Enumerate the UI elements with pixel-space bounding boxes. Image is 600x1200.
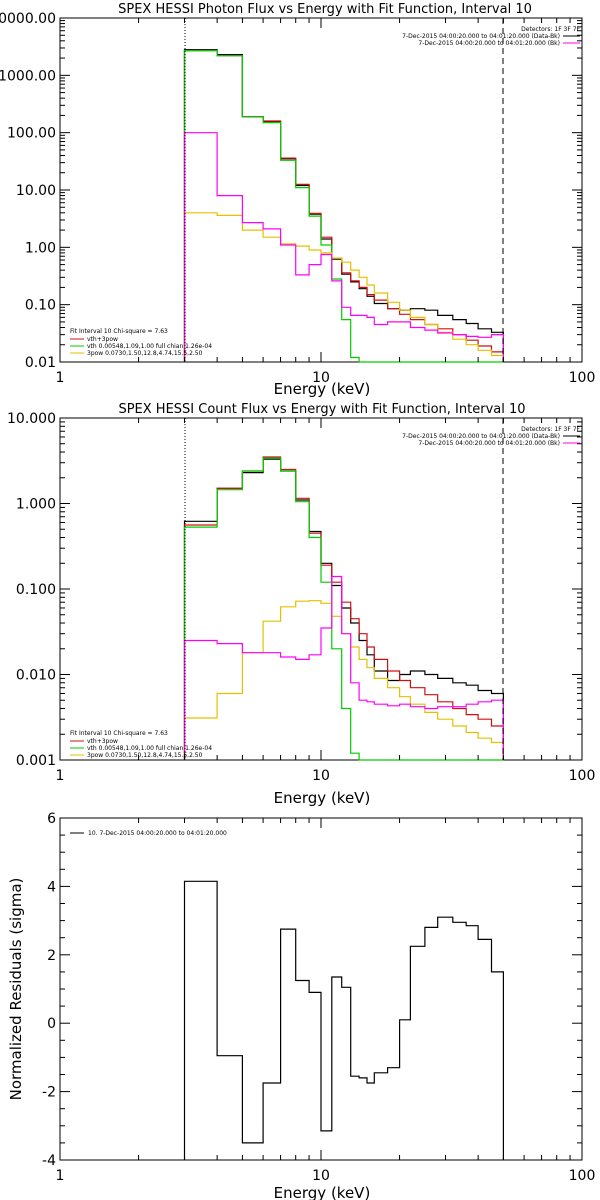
count-flux-legend-fit: Fit Interval 10 Chi-square = 7.63 vth+3p… <box>70 730 212 759</box>
residuals-y-tick-label: 2 <box>47 948 56 964</box>
photon-flux-series-4 <box>183 132 504 362</box>
photon-flux-y-tick-label: 100.00 <box>7 126 56 142</box>
photon-flux-y-tick-label: 0.10 <box>25 298 56 314</box>
count-flux-x-tick-label: 100 <box>569 768 596 784</box>
count-flux-legend-3pow: 3pow 0.0730,1.50,12.8,4.74,15.5,2.50 <box>87 752 203 759</box>
residuals-x-ticks: 1 10 100 <box>56 818 596 1184</box>
residuals-series <box>183 880 504 1160</box>
residuals-y-tick-label: 0 <box>47 1016 56 1032</box>
photon-flux-detectors-label: Detectors: 1F 3F 7F <box>521 26 580 33</box>
count-flux-x-tick-label: 10 <box>312 768 330 784</box>
count-flux-detectors-label: Detectors: 1F 3F 7F <box>521 426 580 433</box>
photon-flux-legend-total: vth+3pow <box>87 336 118 343</box>
residuals-y-tick-label: -2 <box>42 1085 56 1101</box>
count-flux-y-ticks: 0.001 0.010 0.100 1.000 10.000 <box>7 411 582 769</box>
count-flux-series-4 <box>183 575 504 760</box>
count-flux-y-tick-label: 1.000 <box>16 497 56 513</box>
photon-flux-legend-data-bk: 7-Dec-2015 04:00:20.000 to 04:01:20.000 … <box>402 33 560 40</box>
count-flux-series-1 <box>183 456 504 760</box>
photon-flux-title: SPEX HESSI Photon Flux vs Energy with Fi… <box>118 2 532 17</box>
count-flux-panel: SPEX HESSI Count Flux vs Energy with Fit… <box>7 402 595 807</box>
residuals-x-tick-label: 10 <box>312 1168 330 1184</box>
residuals-y-axis-label: Normalized Residuals (sigma) <box>7 878 25 1101</box>
photon-flux-x-axis-label: Energy (keV) <box>274 380 371 398</box>
residuals-series-0 <box>183 880 504 1160</box>
count-flux-legend-topright: Detectors: 1F 3F 7F 7-Dec-2015 04:00:20.… <box>402 426 580 447</box>
photon-flux-x-tick-label: 10 <box>312 370 330 386</box>
count-flux-x-tick-label: 1 <box>56 768 65 784</box>
photon-flux-y-tick-label: 10000.00 <box>0 11 56 27</box>
photon-flux-series-0 <box>183 49 504 362</box>
photon-flux-legend-bk: 7-Dec-2015 04:00:20.000 to 04:01:20.000 … <box>418 40 560 47</box>
residuals-y-ticks: -4 -2 0 2 4 6 <box>42 811 582 1169</box>
photon-flux-x-tick-label: 100 <box>569 370 596 386</box>
residuals-panel: -4 -2 0 2 4 6 1 10 100 Energy (keV) Normalized … <box>7 811 595 1200</box>
count-flux-y-tick-label: 10.000 <box>7 411 56 427</box>
residuals-x-axis-label: Energy (keV) <box>274 1184 371 1200</box>
count-flux-x-ticks: 1 10 100 <box>56 418 596 784</box>
residuals-y-tick-label: 4 <box>47 879 56 895</box>
count-flux-legend-bk: 7-Dec-2015 04:00:20.000 to 04:01:20.000 … <box>418 440 560 447</box>
photon-flux-plot-frame <box>59 17 583 363</box>
photon-flux-legend-3pow: 3pow 0.0730,1.50,12.8,4.74,15.5,2.50 <box>87 350 203 357</box>
count-flux-fit-header: Fit Interval 10 Chi-square = 7.63 <box>70 730 168 737</box>
count-flux-legend-vth: vth 0.00548,1.09,1.00 full chian 1.26e-0… <box>87 745 212 752</box>
photon-flux-y-tick-label: 1000.00 <box>0 68 56 84</box>
count-flux-y-tick-label: 0.100 <box>16 582 56 598</box>
photon-flux-legend-vth: vth 0.00548,1.09,1.00 full chian 1.26e-0… <box>87 343 212 350</box>
photon-flux-legend-fit: Fit Interval 10 Chi-square = 7.63 vth+3p… <box>70 328 212 357</box>
count-flux-series-0 <box>183 458 504 760</box>
count-flux-series-2 <box>183 457 504 761</box>
photon-flux-panel: SPEX HESSI Photon Flux vs Energy with Fi… <box>0 2 595 398</box>
residuals-x-tick-label: 1 <box>56 1168 65 1184</box>
photon-flux-y-ticks: 0.01 0.10 1.00 10.00 100.00 1000.00 10000.00 <box>0 11 582 371</box>
residuals-y-tick-label: -4 <box>42 1153 56 1169</box>
residuals-legend-entry: 10. 7-Dec-2015 04:00:20.000 to 04:01:20.… <box>88 830 227 837</box>
count-flux-x-axis-label: Energy (keV) <box>274 789 371 807</box>
count-flux-series <box>183 456 504 761</box>
photon-flux-fit-header: Fit Interval 10 Chi-square = 7.63 <box>70 328 168 335</box>
count-flux-series-3 <box>183 600 504 760</box>
count-flux-title: SPEX HESSI Count Flux vs Energy with Fit… <box>118 402 525 417</box>
photon-flux-y-tick-label: 10.00 <box>16 183 56 199</box>
photon-flux-y-tick-label: 0.01 <box>25 355 56 371</box>
residuals-legend: 10. 7-Dec-2015 04:00:20.000 to 04:01:20.… <box>70 830 227 837</box>
count-flux-legend-data-bk: 7-Dec-2015 04:00:20.000 to 04:01:20.000 … <box>402 433 560 440</box>
photon-flux-series-2 <box>183 50 504 363</box>
photon-flux-legend-topright: Detectors: 1F 3F 7F 7-Dec-2015 04:00:20.… <box>402 26 580 47</box>
photon-flux-series-1 <box>183 50 504 362</box>
photon-flux-series-3 <box>183 212 504 362</box>
residuals-y-tick-label: 6 <box>47 811 56 827</box>
photon-flux-series <box>183 49 504 363</box>
count-flux-legend-total: vth+3pow <box>87 738 118 745</box>
photon-flux-x-tick-label: 1 <box>56 370 65 386</box>
photon-flux-x-ticks: 1 10 100 <box>56 18 596 386</box>
photon-flux-y-tick-label: 1.00 <box>25 240 56 256</box>
residuals-x-tick-label: 100 <box>569 1168 596 1184</box>
count-flux-y-tick-label: 0.001 <box>16 753 56 769</box>
count-flux-y-tick-label: 0.010 <box>16 668 56 684</box>
